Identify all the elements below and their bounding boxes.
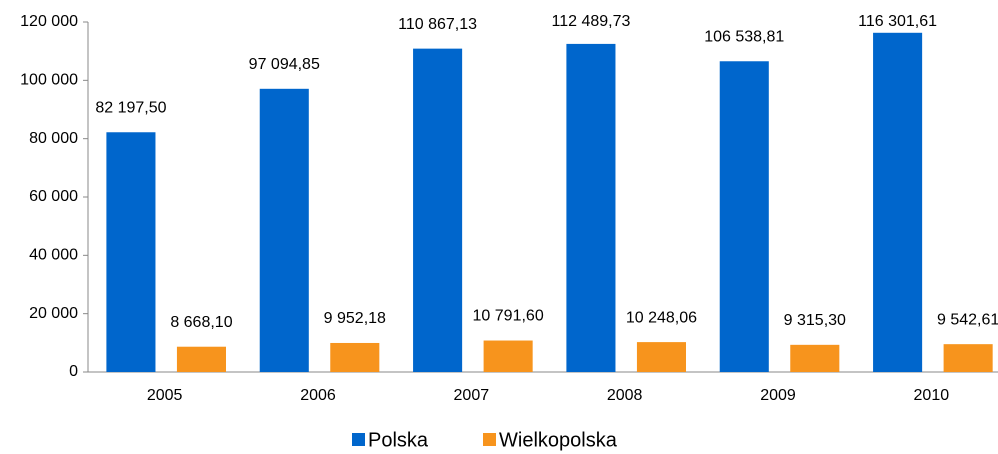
data-label: 112 489,73 bbox=[551, 13, 630, 30]
bar bbox=[873, 32, 923, 372]
y-tick-label: 80 000 bbox=[29, 130, 78, 147]
x-tick-label: 2008 bbox=[607, 387, 643, 404]
data-label: 82 197,50 bbox=[95, 99, 166, 116]
y-tick-label: 0 bbox=[69, 363, 78, 380]
bar bbox=[566, 43, 616, 372]
data-label: 106 538,81 bbox=[704, 28, 784, 45]
bar bbox=[719, 61, 769, 372]
bar bbox=[636, 342, 686, 372]
bar bbox=[106, 132, 156, 372]
bar bbox=[790, 344, 840, 372]
data-label: 116 301,61 bbox=[858, 13, 937, 30]
legend-label: Wielkopolska bbox=[499, 429, 618, 451]
data-label: 97 094,85 bbox=[249, 56, 320, 73]
data-label: 9 315,30 bbox=[784, 312, 846, 329]
data-label: 10 248,06 bbox=[626, 309, 697, 326]
bar bbox=[176, 346, 226, 372]
y-tick-label: 20 000 bbox=[29, 305, 78, 322]
data-label: 10 791,60 bbox=[473, 308, 544, 325]
legend-swatch bbox=[483, 433, 496, 446]
bar bbox=[330, 342, 380, 372]
x-tick-label: 2010 bbox=[914, 387, 950, 404]
data-label: 110 867,13 bbox=[398, 16, 477, 33]
bar bbox=[259, 88, 309, 372]
data-label: 9 952,18 bbox=[324, 310, 386, 327]
y-tick-label: 100 000 bbox=[20, 72, 78, 89]
y-tick-label: 60 000 bbox=[29, 188, 78, 205]
x-tick-label: 2005 bbox=[147, 387, 183, 404]
data-label: 9 542,61 bbox=[937, 311, 998, 328]
legend-label: Polska bbox=[368, 429, 429, 451]
bar bbox=[943, 344, 993, 372]
bar bbox=[413, 48, 463, 372]
x-tick-label: 2009 bbox=[760, 387, 796, 404]
x-tick-label: 2006 bbox=[300, 387, 336, 404]
x-tick-label: 2007 bbox=[454, 387, 490, 404]
legend-swatch bbox=[352, 433, 365, 446]
y-tick-label: 40 000 bbox=[29, 247, 78, 264]
bar bbox=[483, 340, 533, 372]
y-tick-label: 120 000 bbox=[20, 13, 78, 30]
data-label: 8 668,10 bbox=[170, 314, 232, 331]
